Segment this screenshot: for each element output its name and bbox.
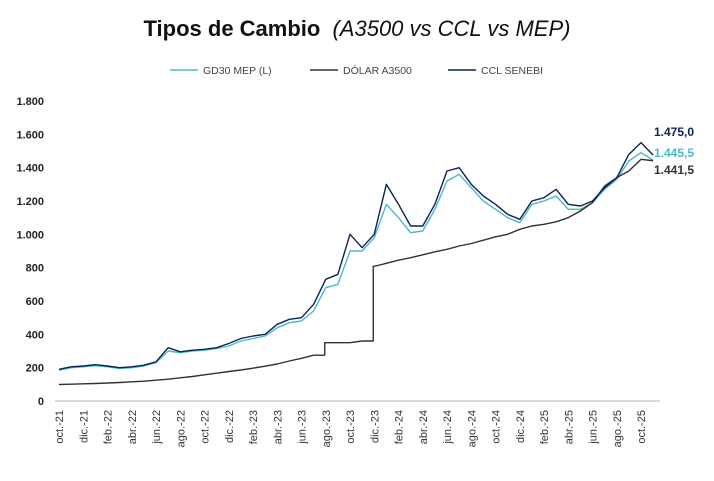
end-value-label: 1.445,5 [654, 146, 694, 160]
y-tick-label: 1.600 [16, 129, 44, 141]
y-tick-label: 200 [26, 363, 44, 375]
chart-subtitle: (A3500 vs CCL vs MEP) [332, 16, 570, 41]
x-tick-label: feb.-23 [248, 410, 260, 444]
chart-title: Tipos de Cambio [144, 16, 321, 41]
y-tick-label: 1.000 [16, 229, 44, 241]
x-tick-label: ago.-25 [612, 410, 624, 447]
end-value-label: 1.475,0 [654, 125, 694, 139]
x-tick-label: oct.-23 [345, 410, 357, 444]
y-tick-label: 1.200 [16, 196, 44, 208]
y-tick-label: 1.400 [16, 163, 44, 175]
x-tick-label: ago.-24 [466, 410, 478, 447]
x-tick-label: abr.-25 [563, 410, 575, 444]
x-tick-label: jun.-22 [151, 410, 163, 445]
y-tick-label: 0 [38, 396, 44, 408]
x-tick-label: dic.-22 [224, 410, 236, 443]
legend-label: CCL SENEBI [481, 65, 543, 77]
legend: GD30 MEP (L) DÓLAR A3500 CCL SENEBI [170, 64, 543, 77]
series-line-gd30-mep-l- [58, 151, 654, 371]
chart-title-group: Tipos de Cambio (A3500 vs CCL vs MEP) [144, 16, 571, 41]
y-tick-label: 400 [26, 329, 44, 341]
x-tick-label: ago.-23 [321, 410, 333, 447]
legend-label: DÓLAR A3500 [343, 64, 412, 77]
x-tick-label: abr.-23 [272, 410, 284, 444]
x-tick-label: dic.-24 [515, 410, 527, 443]
x-tick-label: jun.-24 [442, 410, 454, 445]
x-tick-label: ago.-22 [175, 410, 187, 447]
series-line-ccl-senebi [58, 141, 654, 371]
x-tick-label: jun.-25 [588, 410, 600, 445]
x-tick-label: dic.-23 [369, 410, 381, 443]
end-labels: 1.475,0 1.445,5 1.441,5 [654, 125, 694, 177]
x-tick-label: feb.-24 [394, 410, 406, 444]
x-tick-label: oct.-24 [491, 410, 503, 444]
x-tick-label: oct.-21 [54, 410, 66, 444]
series-lines [58, 141, 654, 386]
x-tick-label: abr.-24 [418, 410, 430, 444]
y-tick-label: 800 [26, 263, 44, 275]
y-tick-label: 600 [26, 296, 44, 308]
x-tick-label: feb.-22 [103, 410, 115, 444]
y-axis: 0 200 400 600 800 1.000 1.200 1.400 1.600 1.800 [16, 96, 44, 408]
x-axis: oct.-21 dic.-21 feb.-22 abr.-22 jun.-22 ago.-… [54, 400, 660, 447]
x-tick-label: abr.-22 [127, 410, 139, 444]
y-tick-label: 1.800 [16, 96, 44, 108]
legend-label: GD30 MEP (L) [203, 65, 272, 77]
series-line-d-lar-a3500 [58, 158, 654, 386]
x-tick-label: oct.-22 [200, 410, 212, 444]
x-tick-label: dic.-21 [78, 410, 90, 443]
end-value-label: 1.441,5 [654, 163, 694, 177]
x-tick-label: jun.-23 [297, 410, 309, 445]
x-tick-label: feb.-25 [539, 410, 551, 444]
x-tick-label: oct.-25 [636, 410, 648, 444]
